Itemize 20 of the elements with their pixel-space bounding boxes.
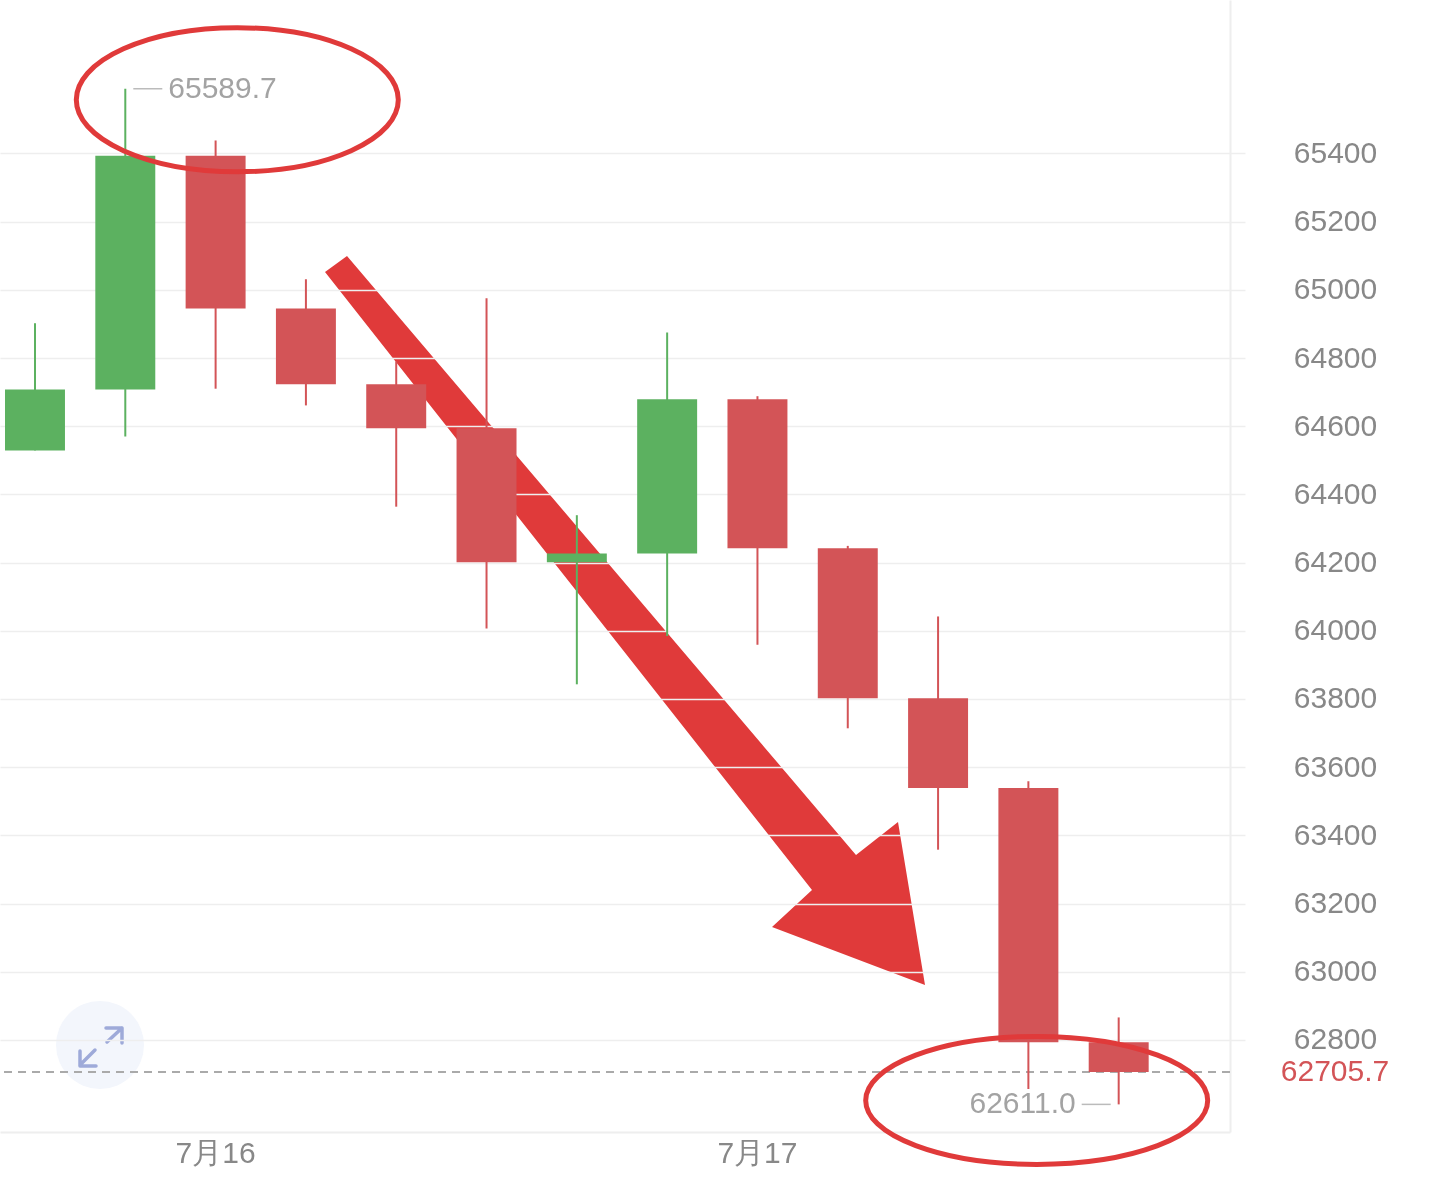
candlestick — [546, 514, 607, 686]
x-tick-label: 7月16 — [175, 1135, 256, 1169]
y-tick-label: 63600 — [1293, 749, 1378, 783]
y-tick-label: 65200 — [1293, 204, 1378, 238]
y-tick-label: 65000 — [1293, 272, 1378, 306]
y-tick-label: 64000 — [1293, 613, 1378, 647]
y-tick-label: 63200 — [1293, 886, 1378, 920]
x-tick-label: 7月17 — [717, 1135, 798, 1169]
y-tick-label: 64200 — [1293, 545, 1378, 579]
y-tick-label: 65400 — [1293, 135, 1378, 169]
annotation: 62611.0 — [969, 1086, 1076, 1120]
y-tick-label: 63000 — [1293, 954, 1378, 988]
y-tick-label: 64800 — [1293, 340, 1378, 374]
annotation: 65589.7 — [168, 70, 277, 104]
y-tick-label: 64600 — [1293, 408, 1378, 442]
ref-line-label: 62705.7 — [1280, 1054, 1390, 1088]
y-tick-label: 62800 — [1293, 1022, 1378, 1056]
y-tick-label: 63800 — [1293, 681, 1378, 715]
y-tick-label: 64400 — [1293, 476, 1378, 510]
y-tick-label: 63400 — [1293, 817, 1378, 851]
